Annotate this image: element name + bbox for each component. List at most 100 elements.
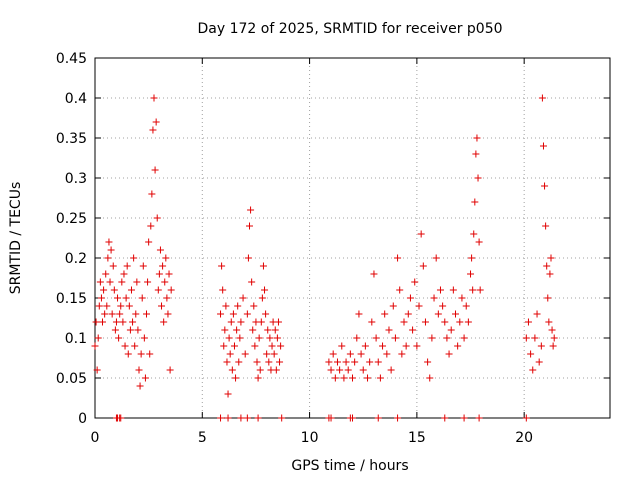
data-point-plus: [411, 278, 419, 286]
data-point-plus: [430, 294, 438, 302]
data-point-plus: [394, 254, 402, 262]
x-axis-label: GPS time / hours: [291, 458, 408, 474]
data-point-plus: [276, 358, 284, 366]
data-point-plus: [522, 414, 530, 422]
data-point-plus: [249, 326, 257, 334]
data-point-plus: [549, 342, 557, 350]
data-point-plus: [424, 358, 432, 366]
data-point-plus: [117, 302, 125, 310]
data-point-plus: [396, 286, 404, 294]
y-tick-label: 0.15: [56, 291, 87, 307]
data-point-plus: [227, 318, 235, 326]
data-point-plus: [228, 366, 236, 374]
data-point-plus: [449, 286, 457, 294]
data-point-plus: [381, 310, 389, 318]
data-point-plus: [140, 334, 148, 342]
data-point-plus: [468, 254, 476, 262]
data-point-plus: [158, 302, 166, 310]
data-point-plus: [271, 326, 279, 334]
data-point-plus: [535, 358, 543, 366]
data-point-plus: [419, 262, 427, 270]
data-point-plus: [261, 286, 269, 294]
data-point-plus: [126, 326, 134, 334]
data-point-plus: [144, 278, 152, 286]
data-point-plus: [325, 358, 333, 366]
data-point-plus: [165, 270, 173, 278]
data-point-plus: [141, 374, 149, 382]
data-point-plus: [145, 238, 153, 246]
data-point-plus: [219, 286, 227, 294]
data-point-plus: [272, 366, 280, 374]
data-point-plus: [529, 366, 537, 374]
data-point-plus: [108, 310, 116, 318]
data-point-plus: [470, 230, 478, 238]
data-point-plus: [118, 278, 126, 286]
data-point-plus: [125, 302, 133, 310]
data-point-plus: [224, 390, 232, 398]
data-point-plus: [101, 310, 109, 318]
data-point-plus: [475, 414, 483, 422]
data-point-plus: [255, 334, 263, 342]
data-point-plus: [447, 326, 455, 334]
data-point-plus: [137, 350, 145, 358]
data-point-plus: [278, 414, 286, 422]
chart-title: Day 172 of 2025, SRMTID for receiver p05…: [197, 21, 502, 37]
data-point-plus: [236, 334, 244, 342]
data-point-plus: [550, 334, 558, 342]
data-point-plus: [133, 278, 141, 286]
data-point-plus: [548, 326, 556, 334]
data-point-plus: [96, 278, 104, 286]
data-point-plus: [237, 318, 245, 326]
data-point-plus: [417, 230, 425, 238]
data-point-plus: [406, 294, 414, 302]
data-point-plus: [262, 310, 270, 318]
data-point-plus: [436, 286, 444, 294]
data-point-plus: [153, 214, 161, 222]
data-point-plus: [243, 414, 251, 422]
data-point-plus: [467, 270, 475, 278]
data-point-plus: [233, 326, 241, 334]
data-point-plus: [537, 342, 545, 350]
data-point-plus: [351, 358, 359, 366]
data-point-plus: [361, 342, 369, 350]
data-point-plus: [154, 286, 162, 294]
data-point-plus: [383, 350, 391, 358]
x-tick-label: 5: [198, 430, 207, 446]
data-point-plus: [366, 358, 374, 366]
data-point-plus: [445, 350, 453, 358]
data-point-plus: [117, 414, 125, 422]
data-point-plus: [234, 302, 242, 310]
data-point-plus: [123, 262, 131, 270]
y-tick-label: 0.3: [65, 171, 87, 187]
data-point-plus: [539, 142, 547, 150]
data-point-plus: [443, 334, 451, 342]
data-point-plus: [434, 310, 442, 318]
data-point-plus: [256, 366, 264, 374]
data-point-plus: [413, 342, 421, 350]
data-point-plus: [122, 294, 130, 302]
data-point-plus: [222, 302, 230, 310]
y-tick-label: 0.35: [56, 131, 87, 147]
y-axis-label: SRMTID / TECUs: [8, 182, 24, 295]
data-point-plus: [253, 358, 261, 366]
y-tick-label: 0.25: [56, 211, 87, 227]
data-point-plus: [106, 278, 114, 286]
data-point-plus: [394, 414, 402, 422]
data-point-plus: [266, 334, 274, 342]
data-point-plus: [346, 350, 354, 358]
data-point-plus: [426, 374, 434, 382]
data-point-plus: [531, 334, 539, 342]
data-point-plus: [370, 270, 378, 278]
data-point-plus: [329, 350, 337, 358]
data-point-plus: [391, 334, 399, 342]
data-point-plus: [159, 262, 167, 270]
data-point-plus: [462, 302, 470, 310]
axis-ticks: 0 0.05 0.1 0.15 0.2 0.25 0.3 0.35 0.4 0.45 0 5 10 15 2…: [56, 51, 610, 446]
data-point-plus: [452, 310, 459, 318]
data-point-plus: [132, 310, 140, 318]
data-point-plus: [116, 310, 124, 318]
data-point-plus: [124, 350, 132, 358]
data-point-plus: [464, 318, 472, 326]
data-point-plus: [217, 310, 225, 318]
